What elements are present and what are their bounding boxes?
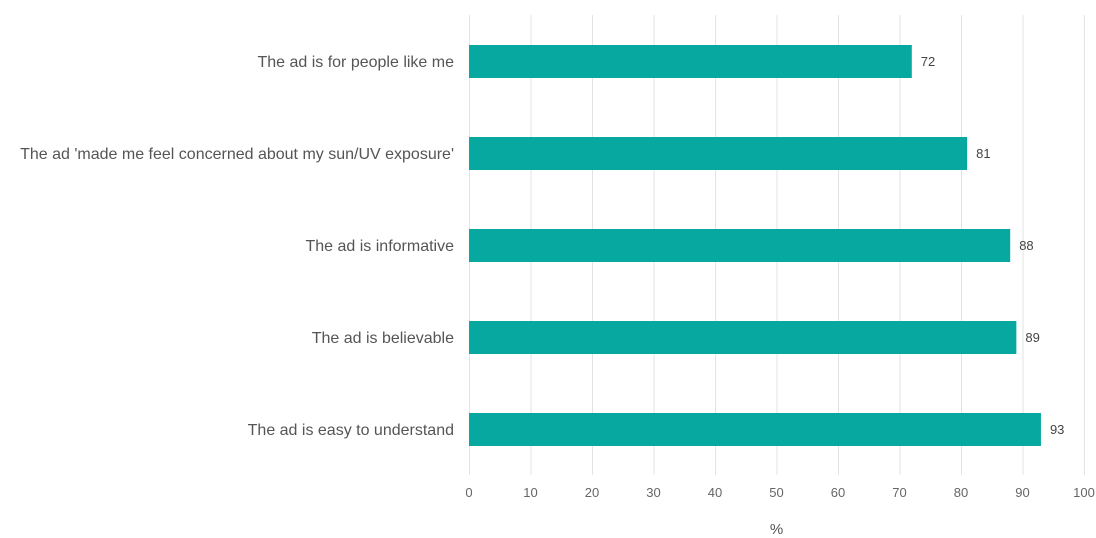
category-label: The ad is informative bbox=[305, 238, 454, 255]
bar bbox=[469, 413, 1041, 446]
bar bbox=[469, 45, 912, 78]
category-label: The ad is for people like me bbox=[257, 54, 454, 71]
x-tick-label: 90 bbox=[1015, 485, 1029, 500]
x-tick-label: 40 bbox=[708, 485, 722, 500]
x-axis-title: % bbox=[770, 521, 783, 538]
data-label: 81 bbox=[976, 146, 990, 161]
bars bbox=[469, 45, 1041, 446]
x-tick-label: 50 bbox=[769, 485, 783, 500]
x-axis-ticks: 0 10 20 30 40 50 60 70 80 90 100 bbox=[465, 485, 1094, 500]
data-label: 93 bbox=[1050, 422, 1064, 437]
category-labels: The ad is for people like me The ad 'made… bbox=[20, 54, 454, 439]
x-tick-label: 30 bbox=[646, 485, 660, 500]
category-label: The ad is easy to understand bbox=[248, 422, 454, 439]
x-tick-label: 100 bbox=[1073, 485, 1095, 500]
bar bbox=[469, 137, 968, 170]
category-label: The ad is believable bbox=[312, 330, 454, 347]
x-tick-label: 70 bbox=[892, 485, 906, 500]
bar bbox=[469, 229, 1011, 262]
x-tick-label: 10 bbox=[523, 485, 537, 500]
x-tick-label: 60 bbox=[831, 485, 845, 500]
x-tick-label: 20 bbox=[585, 485, 599, 500]
data-label: 88 bbox=[1019, 238, 1033, 253]
x-tick-label: 0 bbox=[465, 485, 472, 500]
data-label: 72 bbox=[921, 54, 935, 69]
category-label: The ad 'made me feel concerned about my … bbox=[20, 146, 454, 163]
data-labels: 72 81 88 89 93 bbox=[921, 54, 1065, 437]
bar bbox=[469, 321, 1017, 354]
data-label: 89 bbox=[1025, 330, 1039, 345]
x-tick-label: 80 bbox=[954, 485, 968, 500]
